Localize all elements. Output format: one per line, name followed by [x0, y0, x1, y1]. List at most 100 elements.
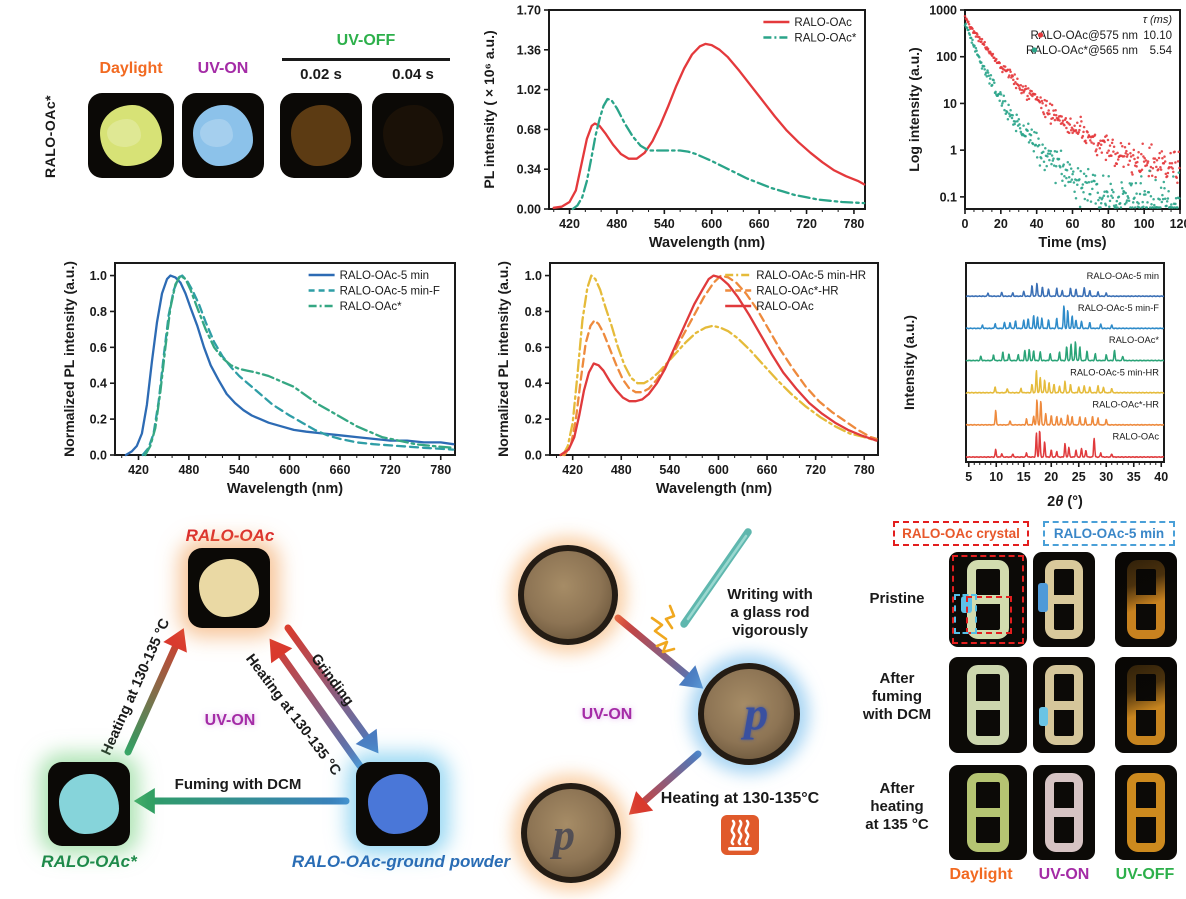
decay-dot — [1048, 152, 1052, 156]
decay-dot — [1173, 150, 1176, 154]
decay-dot — [998, 99, 1001, 103]
legend-label: RALO-OAc*-HR — [756, 286, 838, 298]
legend-tau-header: τ (ms) — [1143, 14, 1172, 26]
decay-dot — [1042, 160, 1046, 163]
decay-dot — [1129, 152, 1132, 155]
decay-dot — [1133, 157, 1136, 161]
decay-dot — [1141, 200, 1144, 204]
heating-plate-icon — [720, 814, 760, 861]
y-axis-title: PL intensity ( × 10⁶ a.u.) — [481, 30, 497, 188]
decay-dot — [1012, 82, 1016, 86]
decay-dot — [1052, 164, 1056, 167]
decay-dot — [1089, 193, 1092, 196]
decay-dot — [1119, 141, 1123, 145]
decay-dot — [1101, 174, 1105, 177]
decay-dot — [1131, 206, 1134, 209]
decay-dot — [1162, 162, 1166, 165]
decay-dot — [1171, 167, 1174, 170]
legend-label: RALO-OAc* — [340, 301, 403, 313]
writing-heating-label: Heating at 130-135°C — [660, 790, 820, 807]
y-axis-title: Normalized PL intensity (a.u.) — [495, 261, 511, 457]
grid-col-daylight: Daylight — [949, 866, 1013, 883]
decay-dot — [1154, 175, 1157, 179]
decay-dot — [1142, 160, 1146, 163]
decay-dot — [1061, 179, 1064, 182]
decay-dot — [1066, 161, 1070, 164]
legend-label: RALO-OAc*@565 nm — [1026, 45, 1138, 57]
decay-dot — [1070, 178, 1074, 181]
decay-dot — [1069, 167, 1073, 170]
crystal-highlight — [106, 118, 142, 148]
x-tick-label: 540 — [229, 463, 250, 477]
crystal-blob — [383, 104, 443, 167]
decay-dot — [1098, 146, 1102, 150]
decay-dot — [1015, 113, 1018, 116]
decay-dot — [1080, 186, 1084, 190]
figure-eight-crossbar — [1047, 808, 1081, 817]
red-dashed-outline — [952, 555, 1024, 644]
decay-dot — [1119, 206, 1123, 209]
decay-dot — [1076, 167, 1080, 170]
decay-dot — [1176, 181, 1179, 185]
decay-dot — [1126, 153, 1129, 156]
decay-dot — [1144, 159, 1148, 162]
xrd-trace-RALO-OAc*-HR — [965, 399, 1165, 426]
decay-dot — [1093, 174, 1097, 177]
decay-dot — [1091, 173, 1095, 177]
y-tick-label: 0.0 — [525, 449, 542, 463]
decay-dot — [1013, 122, 1016, 126]
decay-dot — [1054, 181, 1057, 185]
decay-dot — [1137, 202, 1140, 205]
x-tick-label: 80 — [1101, 217, 1115, 231]
decay-dot — [1024, 134, 1027, 138]
decay-dot — [1150, 202, 1153, 206]
x-tick-label: 660 — [749, 217, 770, 231]
figure-eight-crossbar — [1047, 700, 1081, 710]
decay-dot — [1040, 157, 1043, 160]
grid-photo-r1c2 — [1033, 552, 1095, 647]
y-tick-label: 10 — [943, 97, 957, 111]
photo-uvoff-002s — [280, 93, 362, 178]
decay-dot — [988, 82, 991, 85]
decay-dot — [1012, 78, 1015, 82]
scheme-grinding-label: Grinding — [307, 651, 357, 709]
decay-dot — [998, 61, 1001, 65]
decay-dot — [1082, 172, 1086, 176]
x-axis-title: 2θ (°) — [1047, 494, 1083, 510]
decay-dot — [999, 93, 1003, 96]
series-RALO-OAc-5 min — [124, 274, 455, 457]
afterglow-dim-overlay — [1115, 657, 1177, 753]
x-tick-label: 540 — [659, 463, 680, 477]
figure-eight — [967, 665, 1009, 745]
decay-dot — [1148, 206, 1152, 209]
x-tick-label: 720 — [805, 463, 826, 477]
decay-dot — [1134, 181, 1138, 185]
decay-dot — [1175, 176, 1178, 179]
decay-dot — [1158, 198, 1161, 201]
decay-dot — [986, 71, 990, 74]
photo-daylight-crystal — [88, 93, 174, 178]
decay-dot — [1074, 196, 1078, 200]
decay-dot — [1029, 133, 1033, 137]
decay-dot — [1140, 152, 1143, 156]
decay-dot — [1127, 163, 1130, 167]
decay-dot — [1128, 182, 1132, 185]
decay-dot — [1173, 206, 1176, 209]
legend-dot — [1031, 47, 1037, 53]
decay-dot — [1161, 157, 1164, 160]
decay-dot — [1099, 139, 1102, 143]
decay-dot — [1032, 149, 1036, 153]
decay-dot — [1038, 164, 1042, 167]
decay-dot — [1084, 174, 1088, 178]
decay-dot — [1102, 194, 1106, 197]
x-tick-label: 480 — [178, 463, 199, 477]
decay-dot — [1113, 164, 1117, 168]
decay-dot — [1115, 162, 1119, 166]
decay-dot — [997, 92, 1001, 96]
decay-dot — [1055, 150, 1059, 153]
decay-dot — [1159, 168, 1163, 171]
decay-dot — [1067, 180, 1070, 184]
scheme-photo-ground-powder — [356, 762, 440, 846]
uv-on-label: UV-ON — [197, 60, 249, 77]
decay-dot — [1114, 206, 1117, 209]
